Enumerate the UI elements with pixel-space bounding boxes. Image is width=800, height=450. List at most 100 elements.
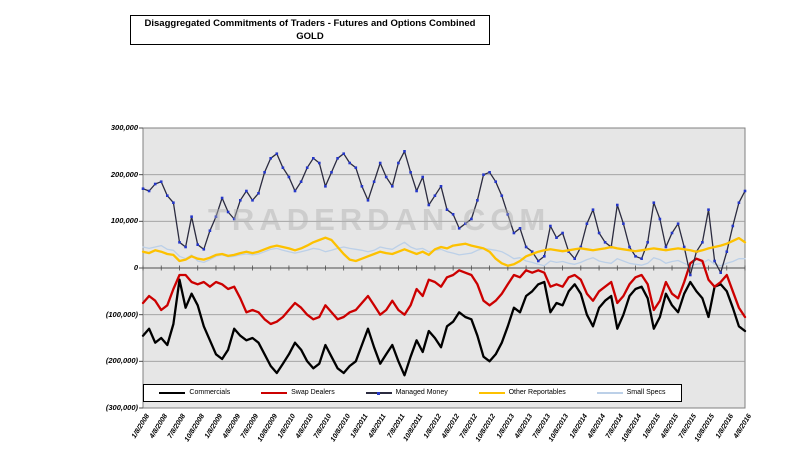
series-marker-managed-money xyxy=(476,199,479,202)
series-marker-managed-money xyxy=(597,231,601,235)
series-marker-managed-money xyxy=(257,192,260,195)
legend-line-sample xyxy=(261,392,288,394)
series-marker-managed-money xyxy=(682,245,686,249)
series-marker-managed-money xyxy=(543,255,546,258)
y-axis-tick-label: (100,000) xyxy=(105,309,138,319)
series-marker-managed-money xyxy=(640,257,643,260)
series-marker-managed-money xyxy=(743,189,747,193)
series-marker-managed-money xyxy=(354,166,358,169)
series-marker-managed-money xyxy=(482,173,485,176)
series-marker-managed-money xyxy=(451,213,455,216)
series-marker-managed-money xyxy=(457,227,461,230)
y-axis-tick-label: (300,000) xyxy=(105,403,138,412)
series-marker-managed-money xyxy=(664,245,668,249)
legend-label: Commercials xyxy=(189,389,231,396)
series-marker-managed-money xyxy=(646,241,649,244)
series-marker-managed-money xyxy=(737,201,741,204)
series-marker-managed-money xyxy=(415,189,418,193)
series-marker-managed-money xyxy=(269,157,272,160)
series-marker-managed-money xyxy=(366,199,370,202)
series-line-other-reportables xyxy=(141,236,747,267)
series-marker-managed-money xyxy=(658,217,662,221)
series-marker-managed-money xyxy=(263,171,266,174)
series-marker-managed-money xyxy=(184,245,187,249)
series-marker-managed-money xyxy=(348,161,351,165)
chart-title-line1: Disaggregated Commitments of Traders - F… xyxy=(144,18,476,29)
series-marker-managed-money xyxy=(561,231,564,235)
series-marker-managed-money xyxy=(378,161,382,165)
series-marker-managed-money xyxy=(518,227,522,230)
series-marker-managed-money xyxy=(707,208,710,211)
series-marker-managed-money xyxy=(391,185,394,188)
series-marker-managed-money xyxy=(634,255,637,258)
series-marker-managed-money xyxy=(573,257,576,260)
series-marker-managed-money xyxy=(342,152,345,155)
series-marker-managed-money xyxy=(196,243,199,246)
series-marker-managed-money xyxy=(232,217,236,221)
series-marker-managed-money xyxy=(500,194,504,197)
legend-item-swap-dealers: Swap Dealers xyxy=(261,389,335,397)
series-marker-managed-money xyxy=(421,175,424,179)
y-axis-tick-label: 300,000 xyxy=(110,122,138,132)
series-marker-managed-money xyxy=(324,185,327,188)
legend-item-small-specs: Small Specs xyxy=(596,389,666,397)
chart-title-line2: GOLD xyxy=(296,31,324,42)
series-marker-managed-money xyxy=(537,259,540,263)
y-axis-tick-label: 0 xyxy=(133,263,138,272)
series-marker-managed-money xyxy=(731,224,735,228)
legend-item-managed-money: Managed Money xyxy=(365,389,448,397)
legend-label: Managed Money xyxy=(395,389,448,396)
series-marker-managed-money xyxy=(488,171,491,174)
series-marker-managed-money xyxy=(670,231,674,235)
y-axis-tick-label: (200,000) xyxy=(105,356,138,366)
series-marker-managed-money xyxy=(628,245,631,249)
series-marker-managed-money xyxy=(652,201,656,204)
series-marker-managed-money xyxy=(445,208,449,211)
series-marker-managed-money xyxy=(372,180,376,183)
series-marker-managed-money xyxy=(208,229,212,232)
series-marker-managed-money xyxy=(214,215,218,218)
series-marker-managed-money xyxy=(512,231,516,235)
series-marker-managed-money xyxy=(494,180,497,183)
series-marker-managed-money xyxy=(172,201,175,204)
series-marker-managed-money xyxy=(281,166,285,169)
legend-label: Other Reportables xyxy=(508,389,566,396)
series-marker-managed-money xyxy=(713,259,716,263)
series-marker-managed-money xyxy=(178,241,181,244)
series-marker-managed-money xyxy=(251,199,254,202)
series-marker-managed-money xyxy=(719,271,722,274)
series-marker-managed-money xyxy=(676,222,680,225)
series-marker-managed-money xyxy=(166,194,169,197)
legend-line-sample xyxy=(159,392,186,394)
series-marker-managed-money xyxy=(147,189,151,193)
series-marker-managed-money xyxy=(567,250,570,253)
series-marker-managed-money xyxy=(439,185,443,188)
series-marker-managed-money xyxy=(275,152,279,155)
series-line-commercials xyxy=(141,278,747,377)
series-marker-managed-money xyxy=(397,161,400,165)
legend-label: Small Specs xyxy=(626,389,666,396)
series-marker-managed-money xyxy=(524,245,528,249)
series-marker-managed-money xyxy=(245,189,248,193)
series-marker-managed-money xyxy=(141,187,145,190)
series-line-small-specs xyxy=(142,241,746,267)
series-marker-managed-money xyxy=(549,224,552,228)
series-line-swap-dealers xyxy=(141,257,747,326)
legend-marker-sample xyxy=(376,391,380,395)
series-marker-managed-money xyxy=(330,171,333,174)
series-marker-managed-money xyxy=(318,161,321,165)
series-marker-managed-money xyxy=(409,171,412,174)
y-axis-tick-label: 100,000 xyxy=(110,216,138,226)
series-marker-managed-money xyxy=(287,175,291,179)
legend-item-commercials: Commercials xyxy=(159,389,230,397)
series-marker-managed-money xyxy=(202,248,206,251)
series-marker-managed-money xyxy=(433,194,437,197)
series-marker-managed-money xyxy=(591,208,595,211)
series-marker-managed-money xyxy=(312,157,315,160)
series-marker-managed-money xyxy=(689,273,692,277)
series-marker-managed-money xyxy=(226,210,230,214)
series-marker-managed-money xyxy=(403,150,406,153)
y-axis-tick-label: 200,000 xyxy=(110,169,138,179)
